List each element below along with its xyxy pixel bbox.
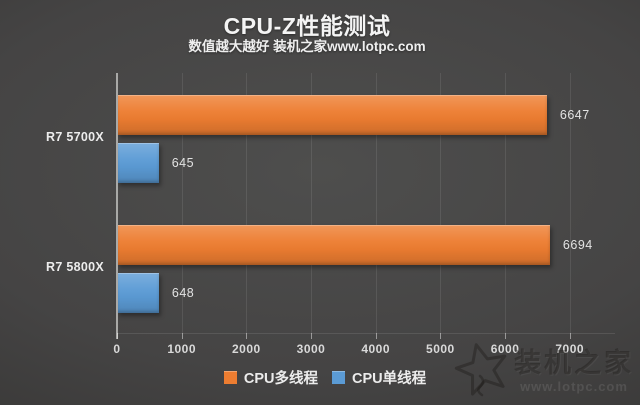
legend: CPU多线程 CPU单线程 xyxy=(0,366,640,388)
x-axis-tick-label: 2000 xyxy=(231,342,261,356)
category-label: R7 5700X xyxy=(46,130,104,144)
plot-area: 6647 645 6694 648 xyxy=(117,73,615,333)
value-label: 6647 xyxy=(559,108,590,122)
x-axis-tick xyxy=(505,333,507,339)
x-axis-tick-label: 7000 xyxy=(555,342,585,356)
x-axis-tick xyxy=(375,333,377,339)
x-axis-tick xyxy=(311,333,313,339)
y-axis-line xyxy=(116,73,118,339)
x-axis-tick xyxy=(117,333,118,339)
legend-item-CPU单线程: CPU单线程 xyxy=(332,367,426,388)
value-label: 645 xyxy=(171,156,195,170)
x-axis-tick-label: 3000 xyxy=(296,342,326,356)
bar-sheen xyxy=(117,273,159,313)
x-axis-tick-label: 1000 xyxy=(167,342,197,356)
gridline xyxy=(181,73,183,333)
chart-title: CPU-Z性能测试 xyxy=(223,13,391,39)
legend-label: CPU多线程 xyxy=(243,370,318,387)
x-axis-tick xyxy=(181,333,183,339)
gridline xyxy=(246,73,248,333)
bar-sheen xyxy=(117,95,547,135)
x-axis-tick-label: 4000 xyxy=(361,342,391,356)
bar-CPU单线程-R7 5800X xyxy=(117,273,159,313)
bar-CPU单线程-R7 5700X xyxy=(117,143,159,183)
bar-sheen xyxy=(117,225,550,265)
legend-label: CPU单线程 xyxy=(352,370,427,387)
gridline xyxy=(505,73,507,333)
bar-CPU多线程-R7 5800X xyxy=(117,225,550,265)
x-axis-line xyxy=(117,333,615,334)
value-label: 648 xyxy=(171,286,195,300)
legend-item-CPU多线程: CPU多线程 xyxy=(223,367,318,388)
bar-sheen xyxy=(117,143,159,183)
value-label: 6694 xyxy=(562,238,593,252)
x-axis-tick-label: 5000 xyxy=(426,342,455,356)
x-axis-tick-label: 0 xyxy=(113,342,121,356)
chart-subtitle: 数值越大越好 装机之家www.lotpc.com xyxy=(188,39,426,54)
gridline xyxy=(375,73,377,333)
gridline xyxy=(440,73,442,333)
gridline xyxy=(569,73,571,333)
gridline xyxy=(311,73,313,333)
x-axis-tick xyxy=(246,333,248,339)
x-axis-tick xyxy=(440,333,442,339)
x-axis-tick xyxy=(569,333,571,339)
legend-swatch xyxy=(332,370,345,384)
bar-CPU多线程-R7 5700X xyxy=(117,95,547,135)
category-label: R7 5800X xyxy=(46,260,104,274)
legend-swatch xyxy=(223,370,237,384)
x-axis-tick-label: 6000 xyxy=(490,342,520,356)
